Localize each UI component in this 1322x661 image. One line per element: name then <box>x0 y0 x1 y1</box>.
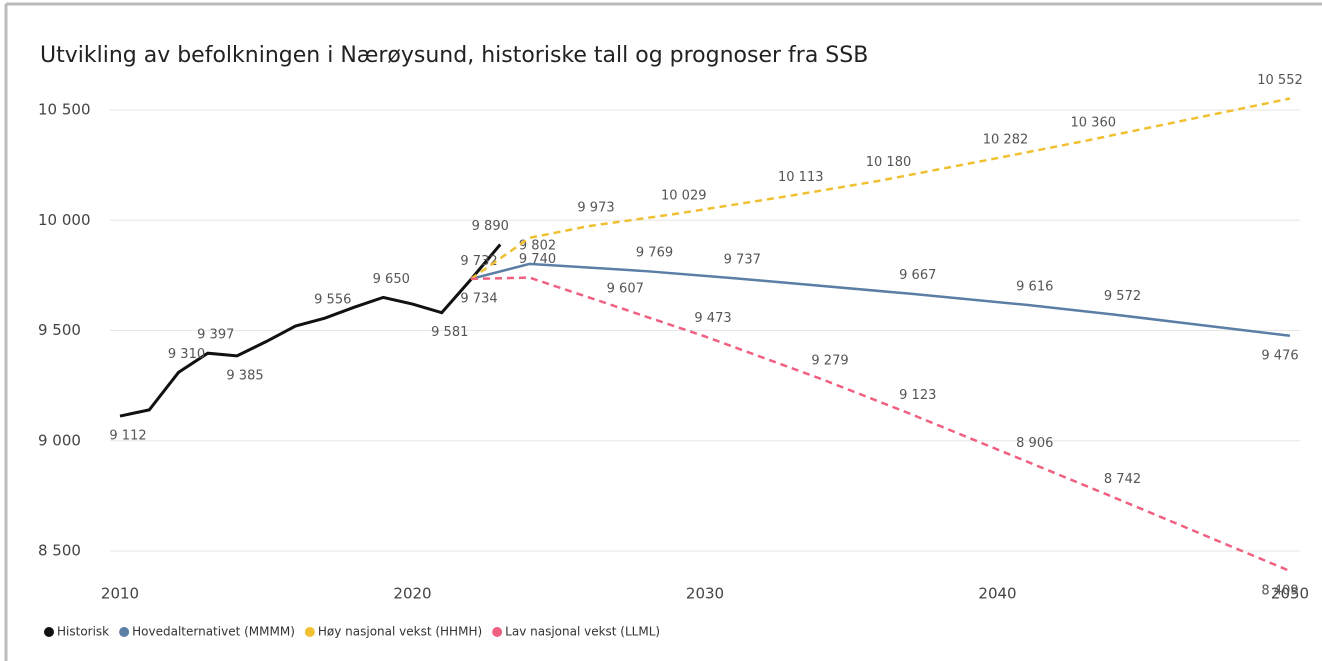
chart-title: Utvikling av befolkningen i Nærøysund, h… <box>40 43 868 68</box>
data-label: 8 742 <box>1104 472 1141 487</box>
x-tick-label: 2030 <box>686 585 724 603</box>
legend-marker <box>492 627 503 637</box>
series-line <box>470 97 1291 280</box>
data-label: 10 113 <box>778 170 824 185</box>
legend-label: Høy nasjonal vekst (HHMH) <box>318 625 482 639</box>
data-label: 9 581 <box>431 325 468 340</box>
legend-label: Hovedalternativet (MMMM) <box>132 625 295 639</box>
data-label: 9 616 <box>1016 279 1053 294</box>
data-label: 9 397 <box>197 328 234 343</box>
series-line <box>470 276 1291 573</box>
legend-label: Historisk <box>57 625 109 639</box>
data-label: 9 385 <box>226 368 263 383</box>
data-label: 9 572 <box>1104 289 1141 304</box>
x-tick-label: 2040 <box>978 585 1016 603</box>
legend-label: Lav nasjonal vekst (LLML) <box>505 625 660 639</box>
legend-marker <box>119 627 130 637</box>
data-label: 10 552 <box>1257 73 1303 88</box>
data-label: 8 409 <box>1261 584 1298 599</box>
data-label: 9 769 <box>636 246 673 261</box>
legend-marker <box>304 627 315 637</box>
data-label: 9 310 <box>168 347 205 362</box>
y-tick-label: 10 500 <box>38 101 91 119</box>
data-label: 9 123 <box>899 388 936 403</box>
data-label: 9 732 <box>460 254 497 269</box>
data-label: 9 279 <box>811 354 848 369</box>
series-line <box>470 262 1291 338</box>
data-label: 9 890 <box>472 219 509 234</box>
data-label: 9 734 <box>460 291 497 306</box>
y-tick-label: 9 000 <box>38 431 81 449</box>
data-label: 10 029 <box>661 188 707 203</box>
y-tick-label: 10 000 <box>38 211 91 229</box>
data-label: 9 556 <box>314 293 351 308</box>
y-tick-label: 9 500 <box>38 321 81 339</box>
data-label: 9 607 <box>607 281 644 296</box>
legend-marker <box>44 627 54 637</box>
data-label: 9 473 <box>694 311 731 326</box>
data-label: 8 906 <box>1016 436 1053 451</box>
data-label: 9 802 <box>519 238 556 253</box>
data-label: 9 667 <box>899 268 936 283</box>
x-tick-label: 2020 <box>393 585 431 603</box>
data-label: 10 360 <box>1071 115 1117 130</box>
x-tick-label: 2010 <box>101 585 139 603</box>
data-label: 10 282 <box>983 133 1029 148</box>
data-label: 9 740 <box>519 252 556 267</box>
x-tick-label: 2050 <box>1271 585 1309 603</box>
y-tick-label: 8 500 <box>38 542 81 560</box>
data-label: 9 650 <box>373 272 410 287</box>
series-line <box>119 243 502 418</box>
data-label: 9 973 <box>577 201 614 216</box>
data-label: 10 180 <box>866 155 912 170</box>
data-label: 9 737 <box>724 253 761 268</box>
data-label: 9 112 <box>109 429 146 444</box>
data-label: 9 476 <box>1261 348 1298 363</box>
